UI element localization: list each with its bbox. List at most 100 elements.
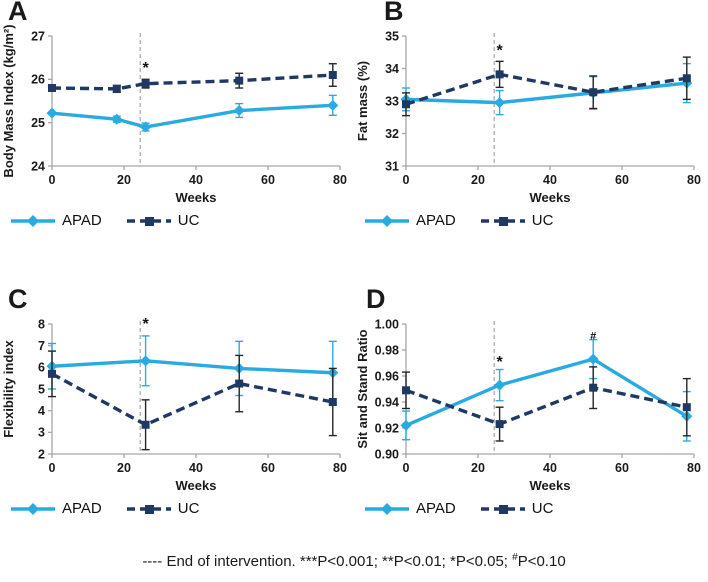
apad-line-sample-icon [365,214,409,227]
svg-text:20: 20 [471,461,485,475]
uc-line-sample-icon [480,504,525,514]
chart-sit-and-stand-ratio: 0.90 0.92 0.94 0.96 0.98 1.00 0 20 40 60 80 Sit and… [354,314,708,498]
apad-line-sample-icon [11,214,55,227]
legend-item-apad: APAD [10,212,102,229]
svg-text:40: 40 [189,461,203,475]
legend-label-apad: APAD [62,500,102,517]
legend: APAD UC [364,212,553,229]
legend-label-uc: UC [177,500,200,517]
svg-text:*: * [142,316,149,333]
chart-body-mass-index: 24 25 26 27 0 20 40 60 80 Body Mass Index (kg/m²)… [0,24,354,210]
figure-caption: ---- End of intervention. ***P<0.001; **… [0,552,708,570]
svg-text:#: # [590,331,596,343]
uc-line-sample-icon [480,216,525,226]
legend-label-apad: APAD [416,500,456,517]
chart-svg-b: 31 32 33 34 35 0 20 40 60 80 Fat mass (%) Weeks * [355,29,701,205]
chart-svg-a: 24 25 26 27 0 20 40 60 80 Body Mass Index (kg/m²)… [1,24,347,205]
svg-text:5: 5 [38,382,45,396]
svg-text:60: 60 [615,173,629,187]
svg-text:*: * [496,354,503,371]
svg-text:60: 60 [261,173,275,187]
svg-text:Flexibility index: Flexibility index [1,339,16,437]
chart-fat-mass: 31 32 33 34 35 0 20 40 60 80 Fat mass (%) Weeks * [354,26,708,210]
chart-svg-d: 0.90 0.92 0.94 0.96 0.98 1.00 0 20 40 60 80 Sit and… [355,317,701,493]
panel-letter-d: D [366,284,386,314]
legend: APAD UC [364,500,553,517]
svg-text:27: 27 [31,29,45,43]
svg-text:0: 0 [49,173,56,187]
svg-text:80: 80 [333,461,347,475]
svg-text:0: 0 [403,173,410,187]
svg-text:*: * [142,60,149,77]
svg-text:Body Mass Index (kg/m²): Body Mass Index (kg/m²) [1,24,16,177]
legend-item-uc: UC [480,212,554,229]
svg-text:60: 60 [261,461,275,475]
svg-text:33: 33 [385,94,399,108]
panel-b: B 31 32 33 34 35 0 20 40 60 80 Fat mass (%) Weeks * … [354,0,708,250]
legend-label-uc: UC [177,212,200,229]
svg-text:20: 20 [117,173,131,187]
legend: APAD UC [10,500,199,517]
uc-line-sample-icon [126,504,171,514]
svg-text:0: 0 [49,461,56,475]
legend-item-uc: UC [126,500,200,517]
svg-text:20: 20 [471,173,485,187]
legend: APAD UC [10,212,199,229]
panel-letter-b: B [384,0,404,26]
svg-text:40: 40 [543,173,557,187]
svg-text:0.96: 0.96 [375,369,399,383]
svg-text:0.98: 0.98 [375,343,399,357]
apad-line-sample-icon [11,502,55,515]
svg-text:24: 24 [31,159,45,173]
uc-line-sample-icon [126,216,171,226]
caption-hash-superscript: # [512,552,518,563]
svg-text:*: * [496,43,503,60]
svg-text:40: 40 [543,461,557,475]
svg-text:20: 20 [117,461,131,475]
svg-text:31: 31 [385,159,399,173]
svg-text:Weeks: Weeks [530,190,571,205]
svg-text:26: 26 [31,73,45,87]
svg-text:Weeks: Weeks [530,478,571,493]
panel-d: D 0.90 0.92 0.94 0.96 0.98 1.00 0 20 40 60 80 Sit a… [354,284,708,538]
legend-label-apad: APAD [62,212,102,229]
svg-text:80: 80 [687,461,701,475]
legend-label-apad: APAD [416,212,456,229]
legend-label-uc: UC [531,500,554,517]
svg-text:80: 80 [687,173,701,187]
panel-letter-c: C [8,284,28,314]
panel-c: C 2 3 4 5 6 7 8 0 20 40 60 80 Flexibility index Weeks… [0,284,354,538]
legend-item-uc: UC [126,212,200,229]
svg-text:7: 7 [38,339,45,353]
svg-text:0.94: 0.94 [375,395,399,409]
svg-text:40: 40 [189,173,203,187]
svg-text:Sit and Stand Ratio: Sit and Stand Ratio [355,329,370,448]
svg-text:6: 6 [38,361,45,375]
svg-text:60: 60 [615,461,629,475]
panel-letter-a: A [8,0,28,26]
svg-text:0: 0 [403,461,410,475]
svg-text:80: 80 [333,173,347,187]
svg-text:2: 2 [38,447,45,461]
svg-text:4: 4 [38,404,45,418]
svg-text:8: 8 [38,317,45,331]
apad-line-sample-icon [365,502,409,515]
legend-label-uc: UC [531,212,554,229]
svg-text:35: 35 [385,29,399,43]
svg-text:0.92: 0.92 [375,421,399,435]
svg-text:32: 32 [385,127,399,141]
svg-text:25: 25 [31,116,45,130]
panel-a: A 24 25 26 27 0 20 40 60 80 Body Mass Index (kg/m… [0,0,354,250]
svg-text:1.00: 1.00 [375,317,399,331]
legend-item-apad: APAD [10,500,102,517]
caption-text-1: ---- End of intervention. ***P<0.001; **… [142,553,513,570]
legend-item-apad: APAD [364,500,456,517]
svg-text:0.90: 0.90 [375,447,399,461]
svg-text:Weeks: Weeks [176,478,217,493]
caption-text-2: P<0.10 [517,553,566,570]
chart-flexibility-index: 2 3 4 5 6 7 8 0 20 40 60 80 Flexibility index Weeks * [0,314,354,498]
legend-item-apad: APAD [364,212,456,229]
svg-text:3: 3 [38,426,45,440]
